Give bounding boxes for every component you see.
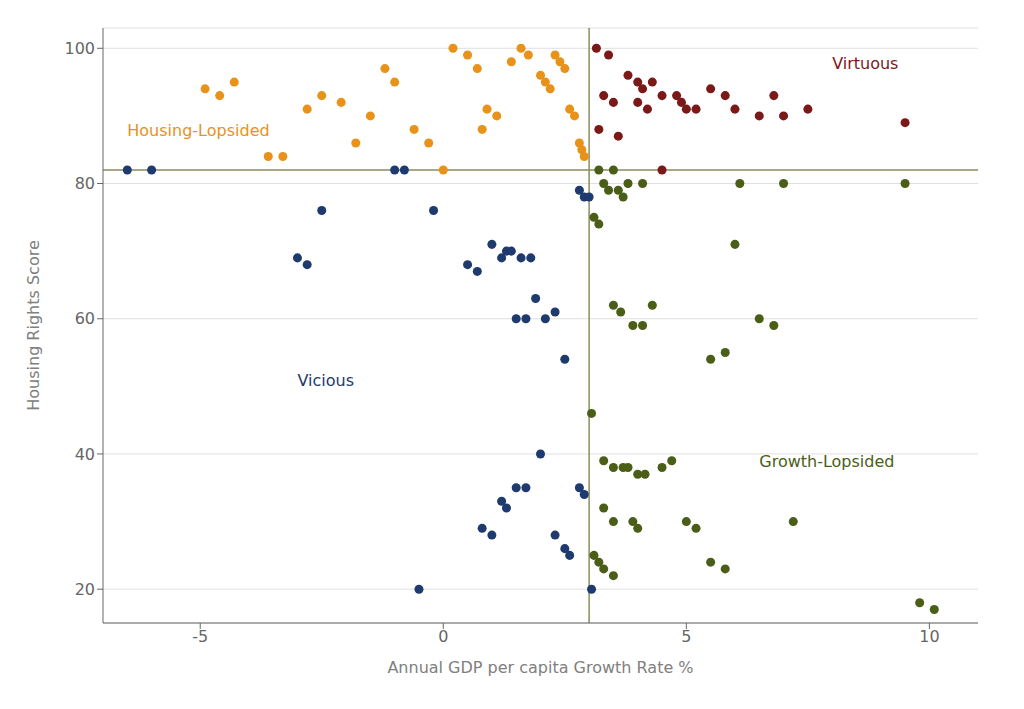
svg-text:10: 10 xyxy=(919,627,939,646)
svg-text:Virtuous: Virtuous xyxy=(832,54,898,73)
svg-text:5: 5 xyxy=(681,627,691,646)
svg-text:-5: -5 xyxy=(192,627,208,646)
svg-text:100: 100 xyxy=(64,39,95,58)
svg-text:Housing-Lopsided: Housing-Lopsided xyxy=(127,121,269,140)
svg-text:0: 0 xyxy=(438,627,448,646)
svg-text:Housing Rights Score: Housing Rights Score xyxy=(24,240,43,411)
svg-text:20: 20 xyxy=(75,580,95,599)
svg-text:60: 60 xyxy=(75,309,95,328)
svg-text:Vicious: Vicious xyxy=(297,371,354,390)
svg-text:Growth-Lopsided: Growth-Lopsided xyxy=(759,452,894,471)
svg-text:40: 40 xyxy=(75,445,95,464)
svg-text:80: 80 xyxy=(75,174,95,193)
svg-text:Annual GDP per capita Growth R: Annual GDP per capita Growth Rate % xyxy=(387,658,693,677)
